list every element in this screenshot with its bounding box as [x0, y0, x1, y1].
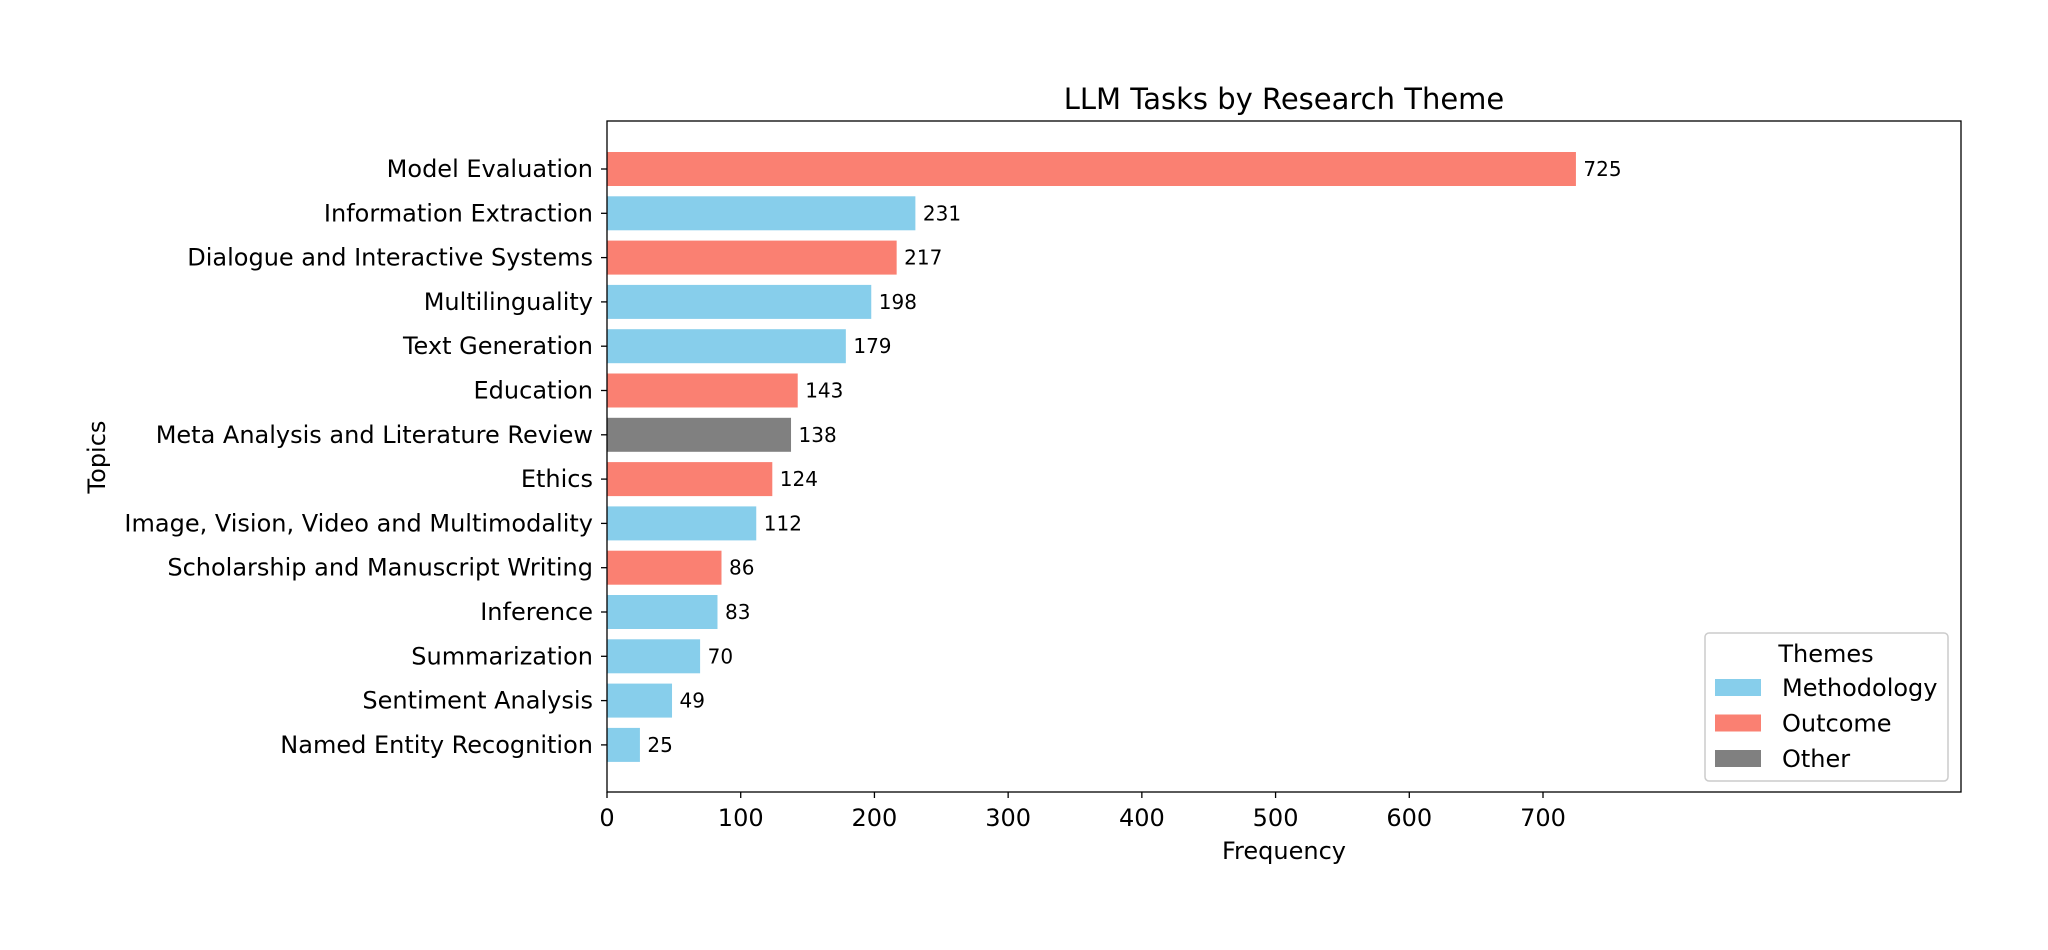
- x-tick-label: 700: [1520, 804, 1566, 832]
- y-tick-label: Sentiment Analysis: [362, 687, 593, 715]
- y-axis-label: Topics: [83, 421, 111, 495]
- bar-value-label: 49: [680, 689, 705, 713]
- y-tick-label: Multilinguality: [424, 288, 593, 316]
- chart-title: LLM Tasks by Research Theme: [1064, 82, 1505, 116]
- y-tick-label: Model Evaluation: [387, 155, 593, 183]
- y-tick-label: Text Generation: [402, 332, 593, 360]
- x-axis-label: Frequency: [1222, 837, 1346, 865]
- bar: [606, 461, 774, 498]
- bar-value-label: 112: [764, 511, 802, 535]
- bar: [606, 195, 917, 232]
- bar-value-label: 231: [923, 201, 961, 225]
- bar: [606, 372, 799, 409]
- bar: [606, 416, 793, 453]
- legend-label: Methodology: [1782, 674, 1937, 702]
- x-tick-label: 300: [985, 804, 1031, 832]
- bar-value-label: 70: [708, 644, 733, 668]
- y-tick-label: Dialogue and Interactive Systems: [187, 244, 593, 272]
- y-axis-ticks: Model Evaluation Information Extraction Di…: [124, 155, 607, 759]
- x-tick-label: 100: [718, 804, 764, 832]
- bar-value-label: 138: [799, 423, 837, 447]
- legend-swatch: [1715, 714, 1761, 732]
- bar-value-label: 83: [725, 600, 750, 624]
- x-axis-ticks: 0 100 200 300 400 500 600 700: [599, 792, 1566, 832]
- bar-value-label: 86: [729, 556, 754, 580]
- bar-value-label: 25: [647, 733, 672, 757]
- bar-value-label: 217: [904, 246, 942, 270]
- bar-value-label: 143: [805, 379, 843, 403]
- bar: [606, 328, 847, 365]
- bar: [606, 283, 873, 320]
- bar: [606, 549, 723, 586]
- y-tick-label: Inference: [480, 598, 593, 626]
- bar-value-label: 198: [879, 290, 917, 314]
- legend-box: [1704, 632, 1949, 782]
- y-tick-label: Education: [474, 377, 593, 405]
- bar: [606, 726, 641, 763]
- legend: Themes Methodology Outcome Other: [1704, 632, 1949, 782]
- legend-swatch: [1715, 679, 1761, 696]
- bar-value-label: 179: [853, 334, 891, 358]
- y-tick-label: Named Entity Recognition: [280, 731, 593, 759]
- bar: [606, 594, 719, 630]
- legend-label: Other: [1782, 745, 1850, 773]
- x-tick-label: 200: [852, 804, 898, 832]
- legend-swatch: [1715, 750, 1761, 767]
- y-tick-label: Meta Analysis and Literature Review: [156, 421, 593, 449]
- x-tick-label: 400: [1119, 804, 1165, 832]
- y-tick-label: Information Extraction: [324, 199, 593, 227]
- x-tick-label: 600: [1386, 804, 1432, 832]
- y-tick-label: Summarization: [411, 642, 593, 670]
- legend-title: Themes: [1777, 640, 1873, 668]
- legend-entries: Methodology Outcome Other: [1715, 674, 1937, 773]
- plot-frame: [606, 120, 1962, 793]
- y-tick-label: Scholarship and Manuscript Writing: [167, 554, 593, 582]
- x-tick-label: 0: [599, 804, 614, 832]
- bar: [606, 682, 674, 719]
- bar-value-label: 725: [1583, 157, 1621, 181]
- bar: [606, 505, 758, 542]
- y-tick-label: Ethics: [521, 465, 593, 493]
- bar-value-label: 124: [780, 467, 818, 491]
- bar: [606, 239, 898, 276]
- y-tick-label: Image, Vision, Video and Multimodality: [124, 509, 593, 537]
- legend-label: Outcome: [1782, 710, 1892, 738]
- bar: [606, 151, 1577, 187]
- x-tick-label: 500: [1253, 804, 1299, 832]
- bar: [606, 638, 702, 675]
